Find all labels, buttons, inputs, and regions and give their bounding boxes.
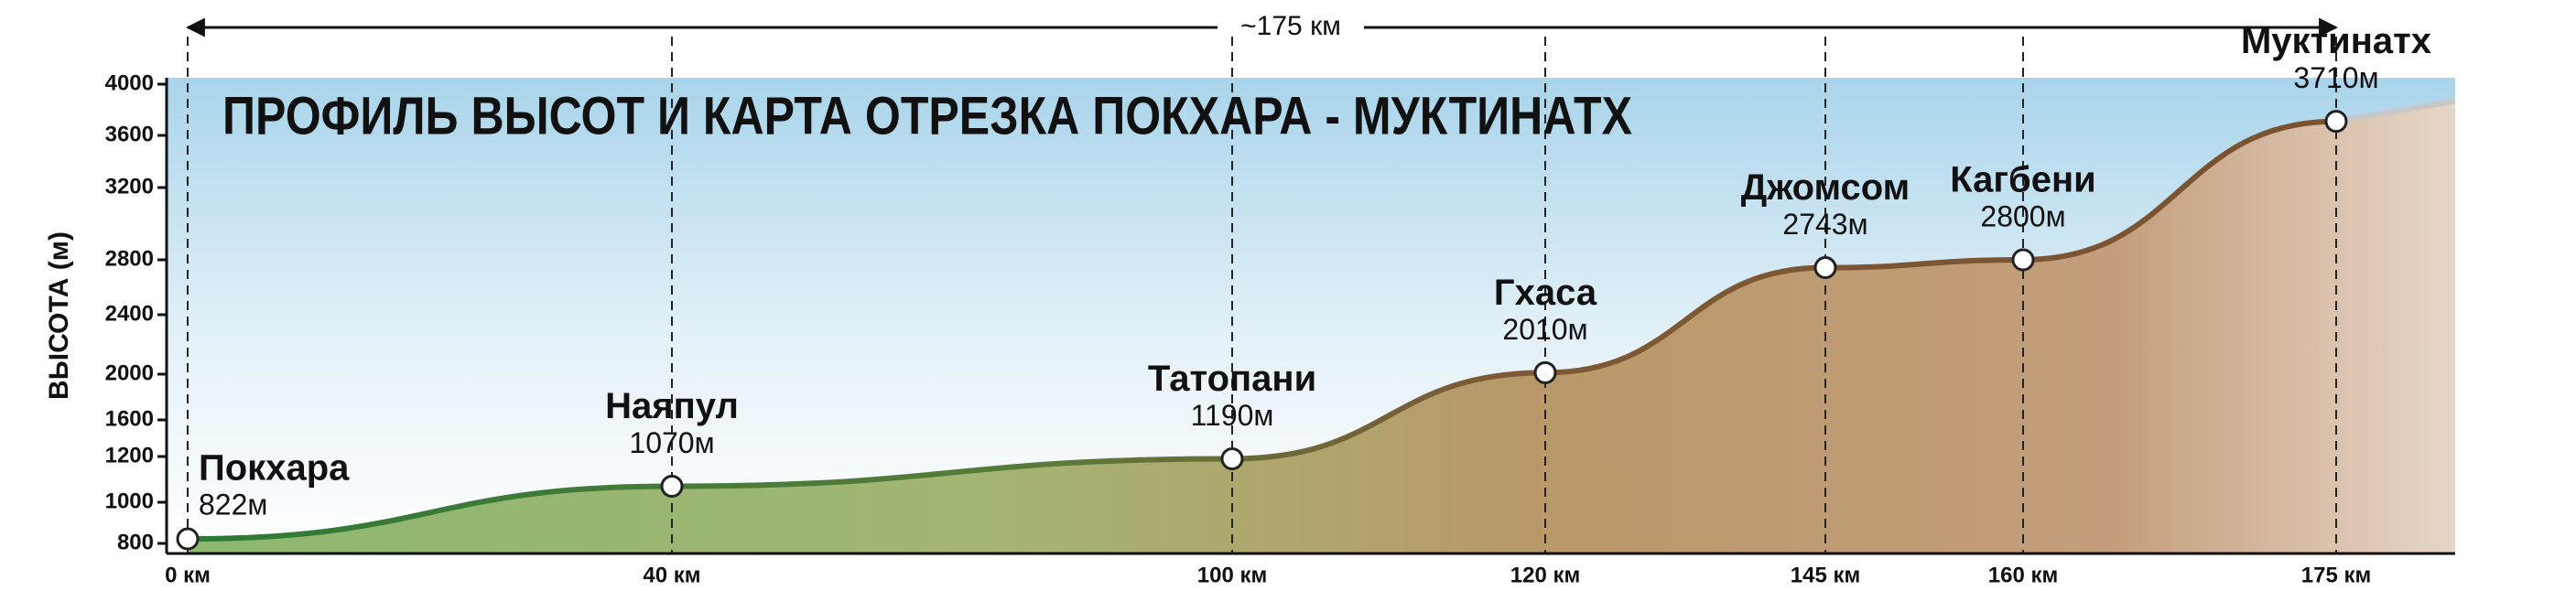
x-tick-label: 160 км — [1988, 563, 2058, 587]
y-tick-label: 1200 — [105, 443, 154, 467]
y-tick-label: 3600 — [105, 122, 154, 146]
profile-extension — [2335, 98, 2456, 124]
area — [188, 101, 2455, 553]
point-name: Наяпул — [605, 386, 739, 426]
point — [2324, 110, 2348, 134]
x-tick-label: 40 км — [643, 563, 700, 587]
x-tick-label: 175 км — [2301, 563, 2371, 587]
value-label: 1070м — [629, 426, 714, 459]
y-tick-label: 2400 — [105, 301, 154, 326]
point — [2011, 248, 2035, 272]
value-label: 2010м — [1502, 313, 1587, 346]
point-name: Джомсом — [1741, 167, 1910, 208]
y-tick-label: 2800 — [105, 246, 154, 271]
point-name: Татопани — [1148, 359, 1316, 399]
point — [1220, 447, 1244, 470]
x-tick-label: 145 км — [1791, 563, 1860, 587]
point-name: Покхара — [199, 448, 350, 489]
value-label: 822м — [199, 489, 267, 521]
value-label: 2743м — [1782, 208, 1867, 241]
distance-label: ~175 км — [1240, 11, 1341, 41]
point — [1813, 256, 1837, 280]
value-label: 2800м — [1980, 199, 2065, 232]
y-tick-label: 1000 — [105, 489, 154, 513]
point-name: Муктинатх — [2241, 21, 2431, 61]
chart-title: ПРОФИЛЬ ВЫСОТ И КАРТА ОТРЕЗКА ПОКХАРА - … — [222, 86, 1632, 145]
y-axis-label: ВЫСОТА (м) — [44, 231, 74, 400]
x-tick-label: 100 км — [1197, 563, 1267, 587]
x-tick-label: 120 км — [1510, 563, 1580, 587]
x-tick-label: 0 км — [165, 563, 211, 587]
y-tick-label: 2000 — [105, 360, 154, 385]
point — [176, 527, 200, 551]
y-tick-label: 3200 — [105, 174, 154, 199]
value-label: 1190м — [1191, 399, 1274, 432]
value-label: 3710м — [2293, 61, 2378, 94]
y-tick-label: 4000 — [105, 70, 154, 95]
point — [660, 475, 684, 498]
point-name: Гхаса — [1494, 273, 1597, 313]
y-tick-label: 1600 — [105, 406, 154, 431]
point-name: Кагбени — [1950, 160, 2096, 200]
point — [1533, 360, 1557, 384]
y-tick-label: 800 — [117, 530, 154, 554]
